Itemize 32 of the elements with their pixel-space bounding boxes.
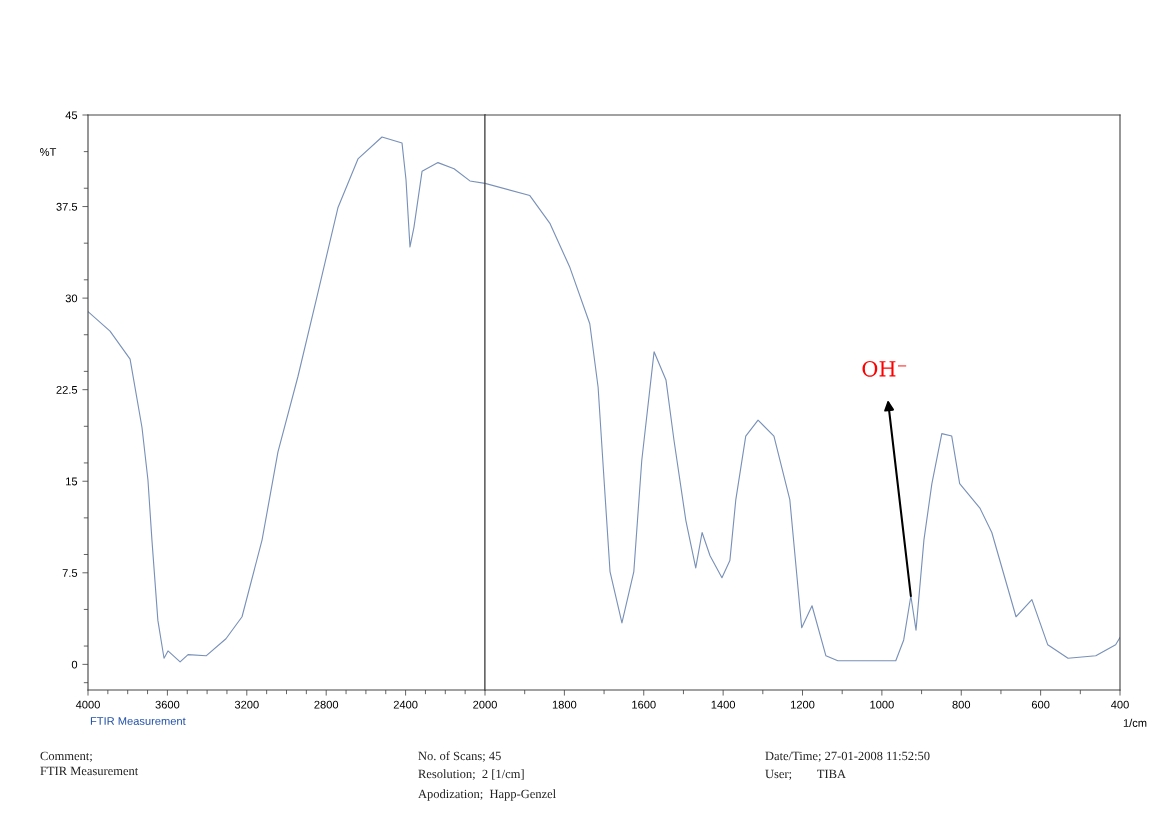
y-tick-label: 0 (71, 660, 78, 669)
text: Comment; (40, 751, 92, 762)
x-tick-label: 3600 (155, 700, 180, 709)
x-axis-title: 1/cm (1123, 718, 1147, 727)
x-tick-label: 400 (1110, 700, 1129, 709)
x-tick-label: 1400 (711, 700, 736, 709)
y-tick-label: 7.5 (62, 569, 78, 577)
text: FTIR Measurement (90, 717, 186, 725)
y-tick-label: 30 (65, 294, 78, 303)
x-tick-label: 1000 (870, 700, 894, 709)
text: Resolution; 2 [1/cm] (418, 769, 524, 780)
text: FTIR Measurement (40, 766, 139, 776)
x-tick-label: 2800 (314, 700, 339, 709)
x-tick-label: 1800 (552, 700, 577, 709)
text: Date/Time; 27-01-2008 11:52:50 (765, 751, 930, 762)
text: Apodization; Happ-Genzel (418, 789, 556, 801)
x-tick-label: 800 (952, 700, 971, 709)
text: User; TIBA (765, 769, 846, 780)
x-tick-label: 1600 (632, 700, 656, 709)
annotation: OH⁻ (862, 360, 907, 377)
text: No. of Scans; 45 (418, 751, 501, 762)
y-tick-label: 22.5 (56, 385, 78, 394)
y-axis-title: %T (40, 148, 57, 156)
x-tick-label: 1200 (790, 700, 815, 709)
x-tick-label: 3200 (234, 700, 259, 709)
y-tick-label: 15 (66, 477, 78, 486)
x-tick-label: 600 (1031, 700, 1050, 709)
x-tick-label: 2400 (393, 700, 418, 709)
x-tick-label: 4000 (75, 700, 100, 709)
x-tick-label: 2000 (473, 700, 497, 709)
y-tick-label: 37.5 (56, 202, 78, 211)
y-tick-label: 45 (65, 111, 78, 120)
